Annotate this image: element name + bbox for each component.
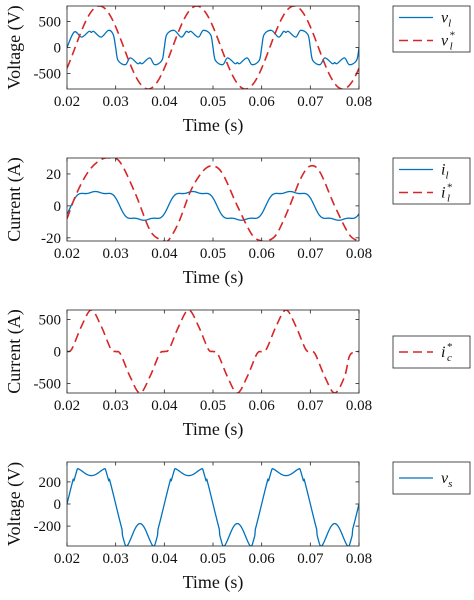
legend: i* c <box>392 335 471 369</box>
x-tick-label: 0.05 <box>200 246 226 262</box>
y-axis-label: Voltage (V) <box>4 5 25 89</box>
legend-symbol: i <box>441 162 445 179</box>
x-tick-label: 0.02 <box>54 94 80 110</box>
legend-entry: i* l <box>441 182 452 205</box>
y-axis-label: Voltage (V) <box>4 462 25 546</box>
legend-entry: il <box>441 162 449 182</box>
legend-symbol: v <box>441 10 449 27</box>
legend-subscript: s <box>448 478 452 490</box>
series-line-i-l <box>67 190 359 221</box>
y-tick-label: -20 <box>41 231 61 247</box>
series-line-v-l <box>67 29 359 66</box>
legend-subscript: l <box>447 193 450 205</box>
x-tick-label: 0.07 <box>297 398 324 414</box>
x-axis-label: Time (s) <box>183 115 244 136</box>
x-tick-label: 0.02 <box>54 246 80 262</box>
legend-subscript: c <box>447 352 452 364</box>
legend-superscript: * <box>446 182 452 194</box>
legend-subscript: l <box>445 170 448 182</box>
x-tick-label: 0.07 <box>297 94 324 110</box>
x-tick-label: 0.06 <box>249 398 276 414</box>
series-line-v-s <box>67 467 359 546</box>
panel-1: 0.02 0.03 0.04 0.05 0.06 0.07 0.08 500 0 -500 Time… <box>4 5 471 136</box>
y-axis-label: Current (A) <box>4 157 25 241</box>
x-tick-label: 0.04 <box>151 551 178 567</box>
y-tick-label: 0 <box>54 345 62 361</box>
x-tick-label: 0.04 <box>151 94 178 110</box>
y-tick-label: -500 <box>34 376 62 392</box>
y-axis-label: Current (A) <box>4 309 25 393</box>
legend-entry: v* l <box>441 30 455 53</box>
legend-entry: i* c <box>441 341 452 364</box>
legend-symbol: v <box>441 33 449 50</box>
x-tick-label: 0.08 <box>346 94 372 110</box>
panel-4: 0.02 0.03 0.04 0.05 0.06 0.07 0.08 200 0 -200 Time… <box>4 461 471 593</box>
axes-box <box>66 157 360 242</box>
y-tick-label: 20 <box>46 167 61 183</box>
series-line-i-l-- <box>67 158 359 241</box>
y-tick-label: 0 <box>54 497 62 513</box>
y-tick-label: 0 <box>54 41 62 57</box>
x-tick-label: 0.06 <box>249 94 276 110</box>
y-tick-label: 200 <box>39 475 62 491</box>
legend-entry: vl <box>441 10 451 30</box>
x-tick-label: 0.05 <box>200 398 226 414</box>
legend-symbol: i <box>441 344 445 361</box>
x-tick-label: 0.06 <box>249 551 276 567</box>
x-axis-label: Time (s) <box>183 572 244 593</box>
series-line-i-c-- <box>67 310 359 393</box>
legend: ili* l <box>392 157 471 205</box>
x-tick-label: 0.06 <box>249 246 276 262</box>
x-tick-label: 0.08 <box>346 398 372 414</box>
legend-subscript: l <box>448 18 451 30</box>
legend-superscript: * <box>446 341 452 353</box>
x-tick-label: 0.05 <box>200 94 226 110</box>
y-tick-label: -500 <box>34 66 62 82</box>
x-tick-label: 0.04 <box>151 398 178 414</box>
legend-box <box>392 5 471 53</box>
panel-2: 0.02 0.03 0.04 0.05 0.06 0.07 0.08 20 0 -20 Time (… <box>4 157 471 288</box>
legend-symbol: v <box>441 470 449 487</box>
legend: vs <box>392 461 471 495</box>
x-tick-label: 0.04 <box>151 246 178 262</box>
x-axis-label: Time (s) <box>183 419 244 440</box>
y-tick-label: 0 <box>54 199 62 215</box>
y-tick-label: 500 <box>39 15 62 31</box>
legend-box <box>392 157 471 205</box>
series-line-v-l-- <box>67 6 359 89</box>
x-tick-label: 0.02 <box>54 551 80 567</box>
x-tick-label: 0.03 <box>103 551 129 567</box>
legend-superscript: * <box>449 30 455 42</box>
legend-symbol: i <box>441 185 445 202</box>
x-tick-label: 0.03 <box>103 94 129 110</box>
y-tick-label: 500 <box>39 313 62 329</box>
legend-subscript: l <box>450 41 453 53</box>
x-tick-label: 0.08 <box>346 551 372 567</box>
x-tick-label: 0.05 <box>200 551 226 567</box>
x-tick-label: 0.03 <box>103 398 129 414</box>
legend: vlv* l <box>392 5 471 53</box>
x-axis-label: Time (s) <box>183 267 244 288</box>
y-tick-label: -200 <box>34 519 62 535</box>
x-tick-label: 0.07 <box>297 246 324 262</box>
x-tick-label: 0.08 <box>346 246 372 262</box>
legend-entry: vs <box>441 470 452 490</box>
x-tick-label: 0.02 <box>54 398 80 414</box>
x-tick-label: 0.03 <box>103 246 129 262</box>
x-tick-label: 0.07 <box>297 551 324 567</box>
panel-3: 0.02 0.03 0.04 0.05 0.06 0.07 0.08 500 0 -500 Time… <box>4 309 471 440</box>
